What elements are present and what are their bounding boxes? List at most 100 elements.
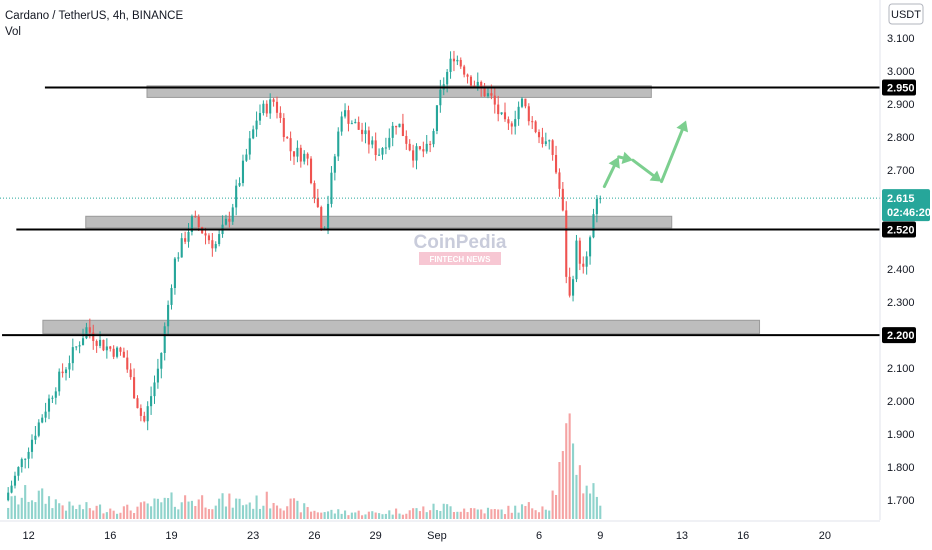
candle-body [269, 99, 272, 114]
volume-bar [554, 494, 558, 519]
projection-arrow-shaft [660, 124, 686, 184]
volume-bar [357, 510, 360, 519]
volume-bar [592, 483, 595, 519]
price-tick-label: 2.700 [887, 165, 915, 177]
candle-body [303, 153, 306, 162]
volume-bar [102, 513, 105, 519]
candle-body [68, 363, 71, 370]
candle-body [459, 59, 462, 67]
volume-indicator-label[interactable]: Vol [5, 26, 21, 38]
volume-bar [163, 497, 166, 519]
price-tick-label: 1.700 [887, 495, 915, 507]
level-price-tag [882, 79, 916, 96]
time-axis[interactable]: 12 16 19 23 26 29 Sep 6 9 13 16 20 [0, 520, 880, 542]
candle-body [231, 207, 234, 222]
time-tick-label: 29 [370, 530, 382, 542]
candle-body [156, 368, 159, 383]
price-tick-label: 2.300 [887, 297, 915, 309]
candle-body [565, 210, 568, 277]
candle-body [456, 59, 459, 62]
volume-bar [361, 515, 364, 519]
projection-arrows [602, 120, 689, 189]
volume-bar [228, 493, 231, 519]
volume-bar [541, 506, 544, 519]
candle-body [503, 112, 507, 120]
volume-bar [439, 510, 442, 519]
time-tick-label: 12 [22, 530, 34, 542]
candle-body [167, 304, 170, 327]
candle-body [326, 203, 330, 230]
price-axis[interactable]: 3.100 3.000 2.900 2.800 2.700 2.400 2.300 2.100… [879, 0, 931, 520]
candle-body [524, 98, 527, 107]
candle-body [119, 347, 122, 352]
candle-body [463, 66, 466, 75]
candle-body [514, 119, 517, 127]
candle-body [500, 112, 503, 115]
candle-body [572, 279, 575, 296]
volume-bar [507, 505, 510, 519]
volume-bar [384, 513, 387, 519]
candle-body [282, 118, 285, 138]
candle-body [150, 396, 153, 407]
volume-bar [156, 498, 159, 519]
candle-body [160, 352, 163, 369]
candle-body [54, 391, 57, 398]
volume-bar [177, 509, 180, 519]
volume-bar [129, 510, 132, 519]
volume-bar [187, 501, 190, 519]
price-axis-tags: 2.950 2.520 2.200 2.615 02:46:20 [882, 79, 931, 344]
coinpedia-watermark: CoinPedia FINTECH NEWS [414, 232, 507, 265]
currency-badge[interactable] [888, 3, 924, 25]
volume-bar [534, 510, 537, 519]
candle-body [116, 347, 119, 357]
time-tick-label: 13 [676, 530, 688, 542]
symbol-title[interactable]: Cardano / TetherUS, 4h, BINANCE [5, 10, 184, 22]
volume-bar [194, 506, 197, 519]
volume-bar [204, 507, 207, 519]
volume-bar [446, 504, 449, 519]
candle-body [13, 475, 17, 486]
candle-body [486, 93, 490, 97]
candles-layer [7, 50, 602, 502]
volume-bar [452, 512, 456, 519]
candle-body [177, 257, 180, 259]
volume-bar [231, 507, 234, 519]
candle-body [561, 188, 564, 211]
volume-bar [490, 509, 493, 519]
volume-bar [544, 509, 547, 519]
volume-bar [350, 512, 353, 519]
volume-bar [303, 503, 306, 519]
volume-bar [241, 505, 245, 519]
volume-bar [408, 510, 411, 519]
volume-bar [269, 508, 272, 519]
volume-bar [68, 501, 71, 519]
volume-bar [442, 503, 445, 519]
candle-body [476, 81, 479, 87]
candle-body [262, 103, 265, 114]
candle-body [41, 417, 44, 423]
volume-bar [255, 495, 258, 519]
volume-bar [548, 510, 551, 519]
candle-body [391, 125, 394, 138]
volume-bar [170, 492, 173, 519]
zones-layer [42, 85, 761, 334]
time-tick-label: Sep [427, 530, 447, 542]
candle-body [490, 93, 493, 96]
volume-bar [313, 510, 316, 519]
candle-body [71, 347, 74, 364]
time-tick-label: 6 [536, 530, 542, 542]
volume-bar [473, 508, 476, 519]
candle-body [129, 369, 132, 378]
volume-bar [139, 502, 142, 519]
volume-bar [527, 502, 530, 519]
time-axis-ticks: 12 16 19 23 26 29 Sep 6 9 13 16 20 [22, 530, 831, 542]
volume-bar [17, 504, 20, 519]
volume-bar [320, 512, 323, 519]
volume-bar [282, 510, 285, 519]
time-tick-label: 16 [104, 530, 116, 542]
candle-body [558, 172, 561, 189]
volume-bar [412, 508, 415, 519]
candle-body [371, 140, 374, 145]
candle-body [534, 121, 537, 133]
